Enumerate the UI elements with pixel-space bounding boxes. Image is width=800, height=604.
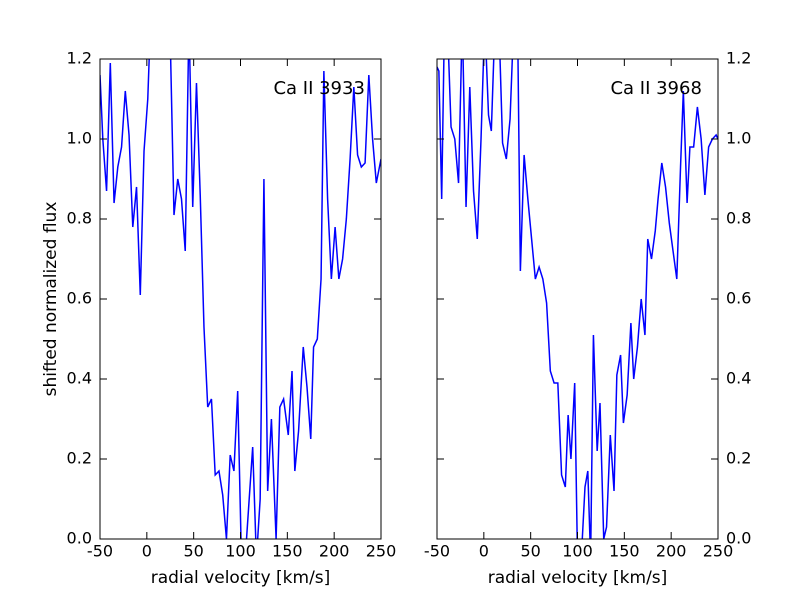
x-tick-label: 200: [319, 542, 350, 561]
annotation: Ca II 3968: [610, 78, 701, 99]
x-tick-label: 100: [562, 542, 593, 561]
x-axis-label: radial velocity [km/s]: [151, 568, 331, 588]
y-tick-label: 0.2: [67, 449, 92, 468]
data-line: [437, 59, 718, 539]
y-tick-label: 0.2: [726, 449, 751, 468]
data-line: [100, 59, 381, 539]
y-tick-label: 1.2: [67, 49, 92, 68]
y-tick-label: 1.0: [726, 129, 751, 148]
y-tick-label: 0.8: [67, 209, 92, 228]
y-tick-label: 1.2: [726, 49, 751, 68]
x-tick-label: 250: [366, 542, 397, 561]
y-tick-label: 1.0: [67, 129, 92, 148]
y-axis-label: shifted normalized flux: [41, 202, 61, 397]
y-tick-label: 0.0: [67, 529, 92, 548]
x-tick-label: 0: [479, 542, 489, 561]
x-tick-label: 50: [520, 542, 540, 561]
x-tick-label: -50: [87, 542, 113, 561]
y-tick-label: 0.4: [67, 369, 92, 388]
y-tick-label: 0.8: [726, 209, 751, 228]
x-tick-label: 100: [225, 542, 256, 561]
y-tick-label: 0.4: [726, 369, 751, 388]
y-tick-label: 0.0: [726, 529, 751, 548]
x-tick-label: 150: [609, 542, 640, 561]
x-tick-label: -50: [424, 542, 450, 561]
annotation: Ca II 3933: [273, 78, 364, 99]
x-tick-label: 0: [142, 542, 152, 561]
y-tick-label: 0.6: [67, 289, 92, 308]
x-axis-label: radial velocity [km/s]: [488, 568, 668, 588]
y-tick-label: 0.6: [726, 289, 751, 308]
x-tick-label: 50: [183, 542, 203, 561]
x-tick-label: 250: [703, 542, 734, 561]
x-tick-label: 200: [656, 542, 687, 561]
x-tick-label: 150: [272, 542, 303, 561]
